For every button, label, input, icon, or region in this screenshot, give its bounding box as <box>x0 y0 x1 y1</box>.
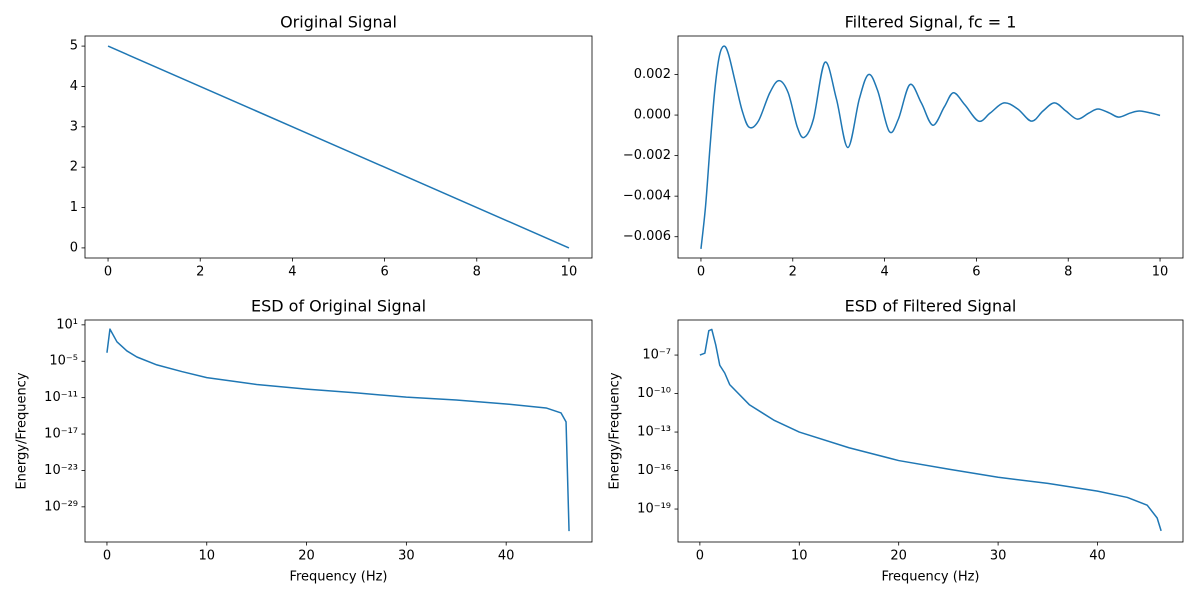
y-tick-label: 10⁻⁵ <box>49 354 78 369</box>
x-tick-label: 20 <box>298 549 315 564</box>
data-line <box>700 45 1161 249</box>
x-tick-label: 40 <box>498 549 515 564</box>
y-tick-label: 10⁻¹⁷ <box>44 427 78 442</box>
data-line <box>699 328 1162 532</box>
data-line <box>106 328 570 532</box>
x-tick-label: 8 <box>1064 265 1072 280</box>
x-tick-label: 30 <box>990 549 1007 564</box>
chart-title: ESD of Original Signal <box>251 297 426 316</box>
x-tick-label: 0 <box>696 549 704 564</box>
y-tick-label: 0 <box>70 240 78 255</box>
x-tick-label: 20 <box>890 549 907 564</box>
x-tick-label: 8 <box>473 265 481 280</box>
y-tick-label: 2 <box>70 160 78 175</box>
x-tick-label: 0 <box>104 265 112 280</box>
axes-frame <box>84 319 593 543</box>
y-tick-label: 10⁻²⁹ <box>44 499 78 514</box>
x-tick-label: 10 <box>198 549 215 564</box>
y-tick-label: 10⁻⁷ <box>642 348 671 363</box>
x-tick-label: 0 <box>103 549 111 564</box>
y-tick-label: −0.004 <box>623 189 671 204</box>
x-tick-label: 10 <box>1152 265 1169 280</box>
x-tick-label: 10 <box>561 265 578 280</box>
y-tick-label: −0.002 <box>623 148 671 163</box>
y-tick-label: 10⁻¹⁶ <box>637 463 671 478</box>
y-tick-label: 10¹ <box>56 317 78 332</box>
chart-title: Original Signal <box>280 13 397 32</box>
x-tick-label: 4 <box>288 265 296 280</box>
chart-title: ESD of Filtered Signal <box>845 297 1017 316</box>
y-tick-label: 10⁻¹¹ <box>44 390 78 405</box>
axes-frame <box>677 319 1184 543</box>
y-tick-label: 10⁻²³ <box>44 463 78 478</box>
x-tick-label: 4 <box>880 265 888 280</box>
x-axis-label: Frequency (Hz) <box>881 570 979 585</box>
axes-frame <box>84 35 593 259</box>
x-tick-label: 6 <box>380 265 388 280</box>
x-tick-label: 2 <box>196 265 204 280</box>
x-tick-label: 30 <box>398 549 415 564</box>
y-axis-label: Energy/Frequency <box>15 372 30 489</box>
x-tick-label: 6 <box>972 265 980 280</box>
y-tick-label: 10⁻¹⁰ <box>637 386 671 401</box>
x-tick-label: 40 <box>1089 549 1106 564</box>
x-tick-label: 0 <box>697 265 705 280</box>
y-tick-label: 10⁻¹⁹ <box>637 502 671 517</box>
y-tick-label: 3 <box>70 119 78 134</box>
y-axis-label: Energy/Frequency <box>608 372 623 489</box>
y-tick-label: 10⁻¹³ <box>637 425 671 440</box>
axes-frame <box>677 35 1184 259</box>
x-axis-label: Frequency (Hz) <box>289 570 387 585</box>
chart-title: Filtered Signal, fc = 1 <box>845 13 1017 32</box>
y-tick-label: 0.002 <box>634 67 671 82</box>
x-tick-label: 2 <box>789 265 797 280</box>
y-tick-label: 0.000 <box>634 108 671 123</box>
y-tick-label: 5 <box>70 39 78 54</box>
data-line <box>107 45 570 249</box>
y-tick-label: 4 <box>70 79 78 94</box>
y-tick-label: 1 <box>70 200 78 215</box>
x-tick-label: 10 <box>791 549 808 564</box>
y-tick-label: −0.006 <box>623 229 671 244</box>
